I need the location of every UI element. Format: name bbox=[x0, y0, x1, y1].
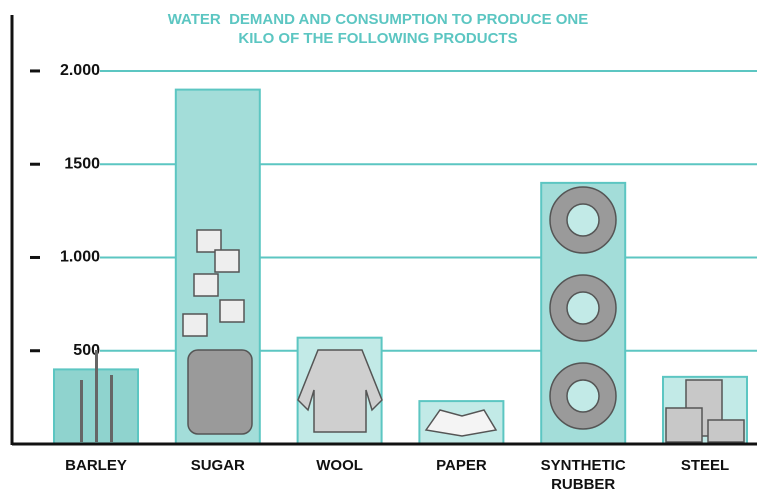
chart-title: WATER DEMAND AND CONSUMPTION TO PRODUCE … bbox=[167, 11, 593, 47]
x-tick-label: SYNTHETIC RUBBER bbox=[540, 457, 626, 493]
y-tick-label: 1500 bbox=[64, 155, 100, 172]
steel-cylinders bbox=[665, 379, 745, 443]
x-tick-label: STEEL bbox=[680, 457, 730, 474]
tires bbox=[549, 186, 617, 430]
y-tick-label: 2.000 bbox=[60, 62, 100, 79]
pictograms bbox=[80, 186, 745, 443]
book bbox=[424, 409, 498, 437]
x-tick-label: WOOL bbox=[316, 457, 363, 474]
y-tick-label: 1.000 bbox=[60, 249, 100, 266]
sugar-cubes bbox=[182, 229, 253, 435]
y-tick-label: 500 bbox=[73, 342, 100, 359]
x-tick-label: PAPER bbox=[436, 457, 487, 474]
x-tick-label: SUGAR bbox=[190, 457, 245, 474]
barley bbox=[80, 350, 113, 442]
coat bbox=[297, 349, 383, 433]
x-tick-label: BARLEY bbox=[65, 457, 127, 474]
